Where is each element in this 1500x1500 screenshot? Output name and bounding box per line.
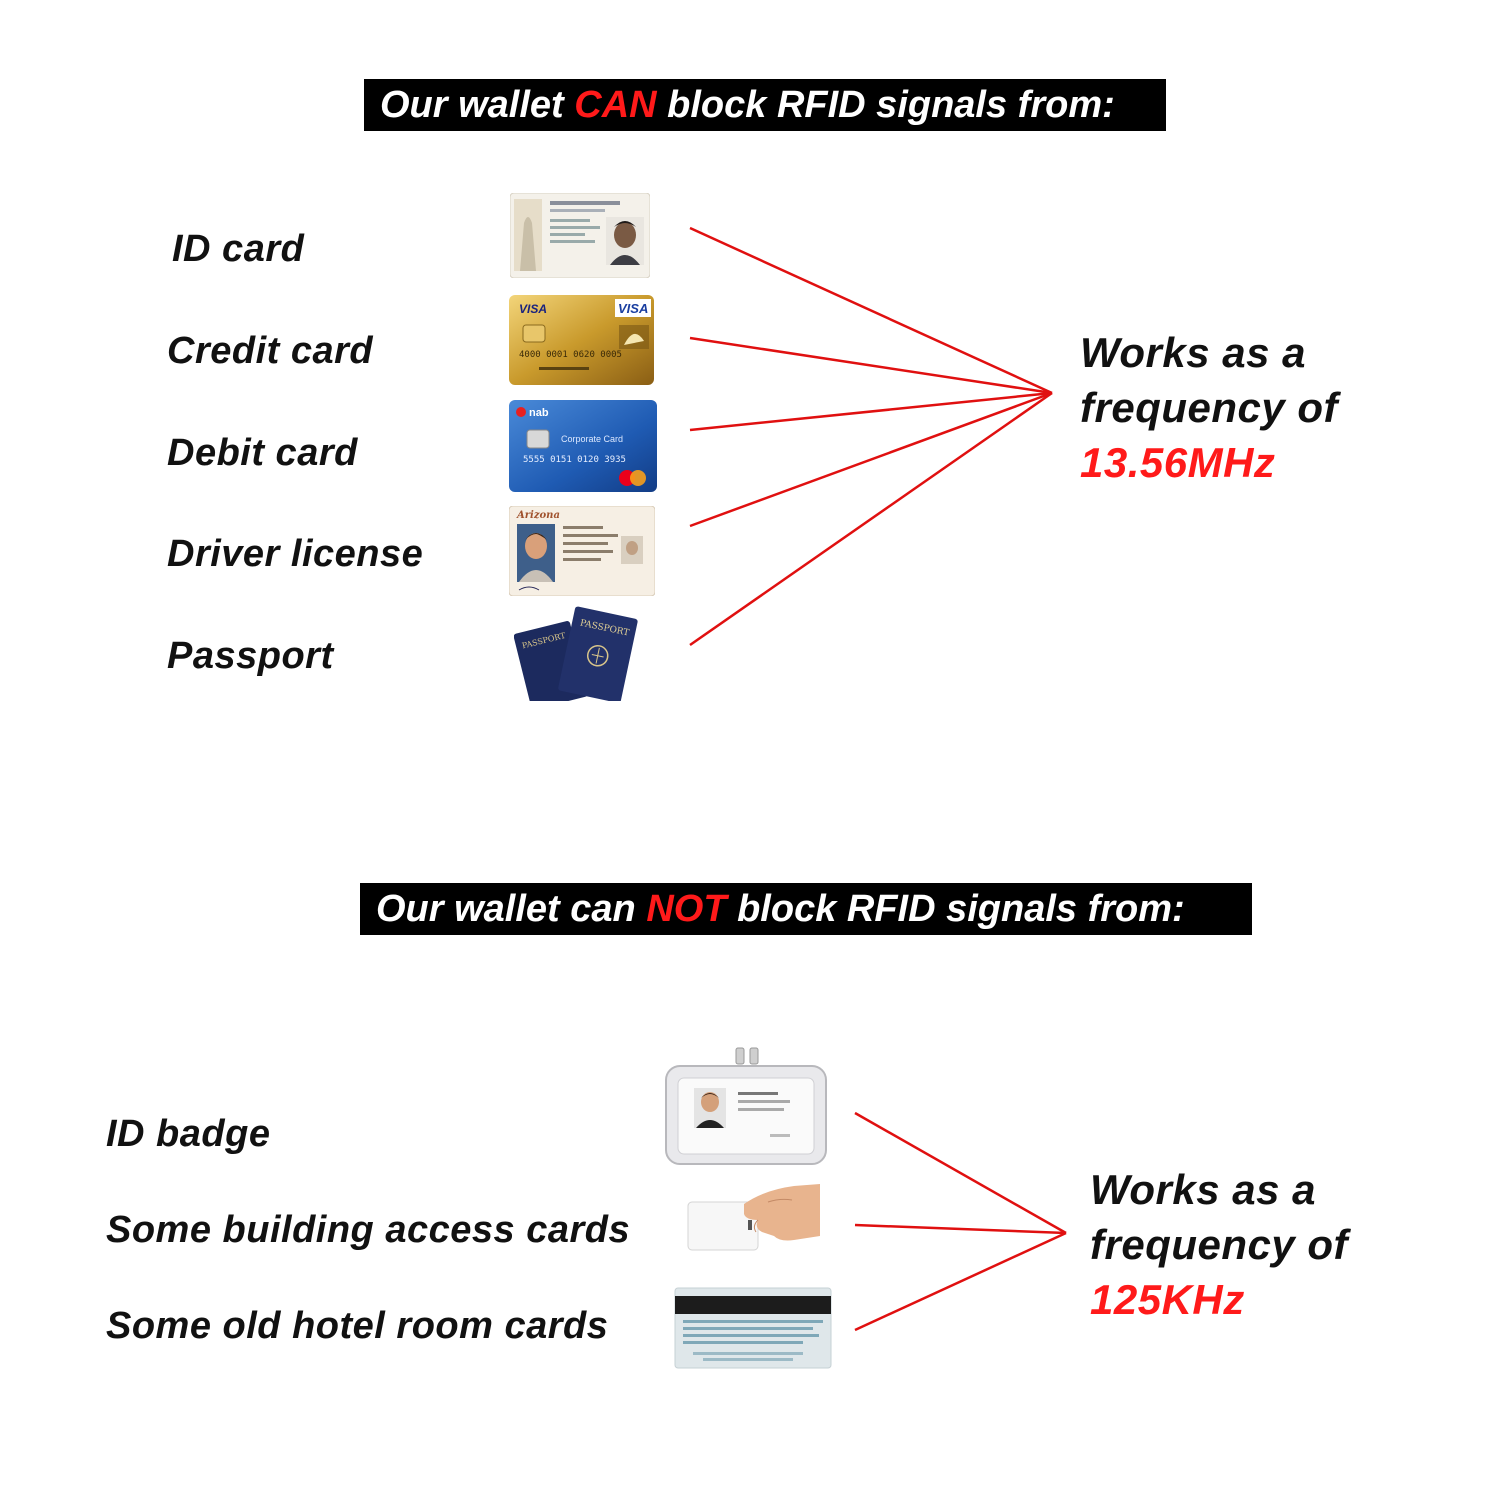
- can-block-banner: Our wallet CAN block RFID signals from:: [364, 79, 1166, 131]
- connector-passport: [689, 391, 1053, 647]
- connector-credit-card: [689, 336, 1053, 395]
- debit-card-image: nab Corporate Card 5555 0151 0120 3935: [509, 400, 657, 492]
- banner-text-post: block RFID signals from:: [656, 84, 1115, 126]
- credit-card-number: 4000 0001 0620 0005: [519, 350, 622, 360]
- item-label-debit-card: Debit card: [167, 432, 358, 474]
- item-label-driver-license: Driver license: [167, 533, 424, 575]
- credit-card-image: VISA VISA 4000 0001 0620 0005: [509, 295, 654, 385]
- connector-driver-license: [689, 391, 1053, 528]
- credit-card-brand-right: VISA: [618, 301, 648, 316]
- banner-text-pre: Our wallet can: [376, 888, 647, 930]
- debit-card-brand: nab: [529, 407, 549, 419]
- item-label-credit-card: Credit card: [167, 330, 374, 372]
- item-label-passport: Passport: [167, 635, 334, 677]
- cannot-block-banner: Our wallet can NOT block RFID signals fr…: [360, 883, 1252, 935]
- connector-access-card: [854, 1223, 1067, 1235]
- item-label-hotel-room-cards: Some old hotel room cards: [106, 1305, 609, 1347]
- item-label-building-access-cards: Some building access cards: [106, 1209, 631, 1251]
- frequency-line2: frequency of: [1080, 384, 1339, 431]
- access-card-image: [684, 1180, 822, 1256]
- credit-card-brand-left: VISA: [519, 302, 547, 316]
- driver-license-state: Arizona: [516, 510, 560, 521]
- banner-text-pre: Our wallet: [380, 84, 575, 126]
- hotel-card-image: [673, 1286, 833, 1370]
- connector-id-badge: [854, 1111, 1067, 1235]
- debit-card-number: 5555 0151 0120 3935: [523, 455, 626, 465]
- debit-card-title: Corporate Card: [561, 434, 623, 444]
- connector-id-card: [689, 226, 1053, 395]
- banner-text-post: block RFID signals from:: [726, 888, 1185, 930]
- frequency-value-13-56mhz: 13.56MHz: [1080, 439, 1276, 486]
- item-label-id-badge: ID badge: [106, 1113, 271, 1155]
- frequency-text-can: Works as a frequency of 13.56MHz: [1080, 325, 1338, 490]
- frequency-line2: frequency of: [1090, 1221, 1349, 1268]
- passport-image: PASSPORT PASSPORT: [514, 605, 648, 701]
- frequency-line1: Works as a: [1090, 1166, 1317, 1213]
- driver-license-image: Arizona: [509, 506, 655, 596]
- connector-debit-card: [689, 391, 1053, 432]
- frequency-value-125khz: 125KHz: [1090, 1276, 1245, 1323]
- banner-highlight-can: CAN: [574, 84, 657, 126]
- frequency-text-cannot: Works as a frequency of 125KHz: [1090, 1162, 1348, 1327]
- id-badge-image: [660, 1046, 832, 1168]
- id-card-image: [510, 193, 650, 278]
- frequency-line1: Works as a: [1080, 329, 1307, 376]
- item-label-id-card: ID card: [172, 228, 305, 270]
- connector-hotel-card: [854, 1231, 1067, 1332]
- banner-highlight-not: NOT: [646, 888, 727, 930]
